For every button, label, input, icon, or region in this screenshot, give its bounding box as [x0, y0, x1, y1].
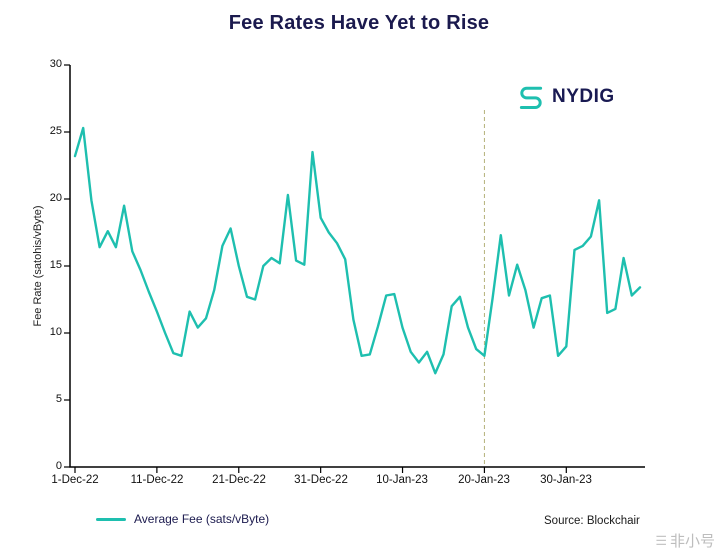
x-tick-label-1: 1-Dec-22 [51, 474, 99, 486]
y-tick-label-25: 25 [49, 125, 62, 137]
y-tick-label-0: 0 [55, 460, 62, 472]
source-credit: Source: Blockchair [544, 515, 640, 527]
chart-title: Fee Rates Have Yet to Rise [228, 12, 490, 34]
x-tick-label-2: 11-Dec-22 [130, 474, 184, 486]
x-tick-label-3: 21-Dec-22 [212, 474, 266, 486]
y-tick-label-15: 15 [49, 259, 62, 271]
nydig-logo-icon [517, 83, 545, 111]
legend-line-swatch [96, 517, 126, 521]
y-tick-label-10: 10 [49, 326, 62, 338]
y-tick-label-20: 20 [49, 192, 62, 204]
legend-label: Average Fee (sats/vByte) [134, 512, 270, 526]
y-tick-label-5: 5 [55, 393, 62, 405]
nydig-logo: NYDIG [517, 83, 615, 111]
x-tick-label-4: 31-Dec-22 [294, 474, 348, 486]
x-tick-label-5: 10-Jan-23 [376, 474, 428, 486]
watermark-text: 非小号 [669, 533, 715, 550]
x-tick-label-6: 20-Jan-23 [458, 474, 510, 486]
nydig-logo-text: NYDIG [552, 86, 615, 107]
y-tick-label-30: 30 [49, 58, 62, 70]
watermark-icon: ☰ [655, 532, 667, 548]
watermark: ☰ 非小号 [655, 530, 715, 551]
x-tick-label-7: 30-Jan-23 [540, 474, 592, 486]
chart-legend: Average Fee (sats/vByte) [96, 512, 269, 526]
